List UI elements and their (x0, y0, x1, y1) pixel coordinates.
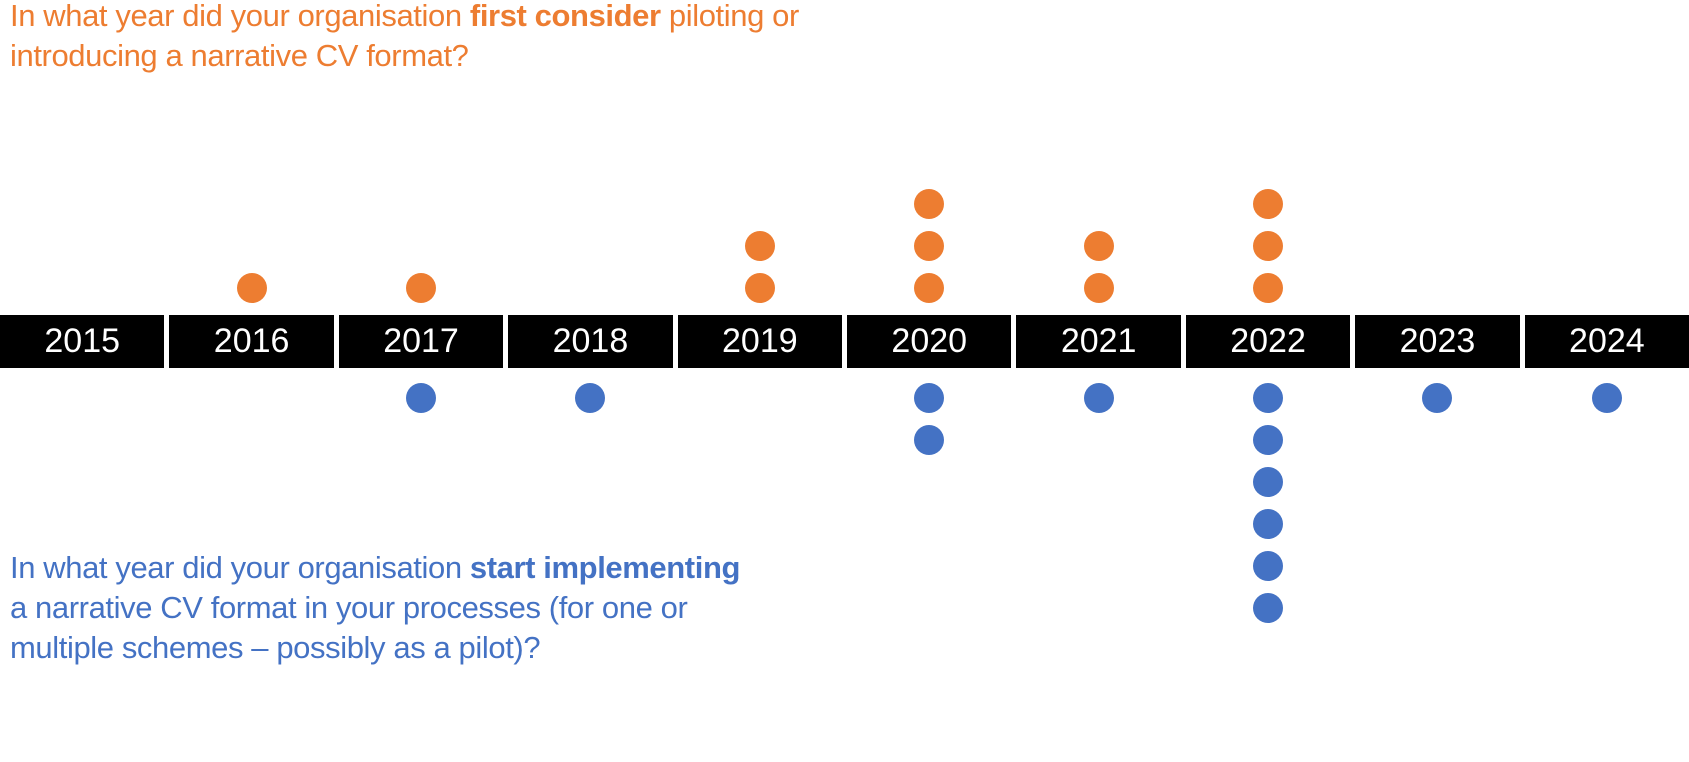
question-consider-segment: piloting or introducing a narrative CV f… (10, 0, 799, 73)
implement-dot-column-2018 (508, 368, 672, 762)
consider-dot-2019 (744, 273, 775, 303)
consider-dot-column-2022 (1186, 0, 1350, 315)
implement-dot-2022 (1253, 551, 1284, 581)
consider-dot-2021 (1083, 273, 1114, 303)
consider-dot-2020 (914, 273, 945, 303)
implement-dot-2022 (1253, 509, 1284, 539)
consider-dot-2020 (914, 189, 945, 219)
consider-dot-column-2024 (1525, 0, 1689, 315)
implement-dot-2021 (1083, 383, 1114, 413)
consider-dot-column-2017 (339, 0, 503, 315)
consider-dot-column-2020 (847, 0, 1011, 315)
consider-dot-column-2021 (1016, 0, 1180, 315)
dots-above-row (0, 0, 1689, 315)
implement-dot-column-2023 (1355, 368, 1519, 762)
year-segment-2016: 2016 (169, 315, 334, 368)
consider-dot-2022 (1253, 189, 1284, 219)
question-consider-segment: first consider (469, 0, 661, 33)
year-segment-2021: 2021 (1016, 315, 1181, 368)
consider-dot-column-2023 (1355, 0, 1519, 315)
year-segment-2017: 2017 (338, 315, 504, 368)
implement-dot-2018 (575, 383, 606, 413)
implement-dot-column-2021 (1016, 368, 1180, 762)
consider-dot-2019 (744, 231, 775, 261)
consider-dot-column-2015 (0, 0, 164, 315)
consider-dot-2022 (1253, 273, 1284, 303)
year-segment-2018: 2018 (508, 315, 673, 368)
question-start-implementing: In what year did your organisation start… (10, 548, 740, 668)
implement-dot-2017 (406, 383, 437, 413)
consider-dot-2017 (406, 273, 437, 303)
year-segment-2024: 2024 (1524, 315, 1689, 368)
question-first-consider: In what year did your organisation first… (10, 0, 810, 76)
implement-dot-2023 (1422, 383, 1453, 413)
implement-dot-column-2020 (847, 368, 1011, 762)
implement-dot-2022 (1253, 425, 1284, 455)
consider-dot-column-2019 (678, 0, 842, 315)
consider-dot-column-2018 (508, 0, 672, 315)
dots-below-row (0, 368, 1689, 762)
consider-dot-column-2016 (169, 0, 333, 315)
implement-dot-2020 (914, 383, 945, 413)
year-segment-2022: 2022 (1185, 315, 1351, 368)
consider-dot-2020 (914, 231, 945, 261)
implement-dot-column-2022 (1186, 368, 1350, 762)
implement-dot-column-2024 (1525, 368, 1689, 762)
question-implement-segment: In what year did your organisation (10, 550, 470, 585)
year-segment-2020: 2020 (847, 315, 1012, 368)
implement-dot-2022 (1253, 467, 1284, 497)
consider-dot-2016 (236, 273, 267, 303)
implement-dot-2020 (914, 425, 945, 455)
timeline-axis: 2015 2016 2017 2018 2019 2020 2021 2022 2023 2024 (0, 315, 1689, 368)
consider-dot-2021 (1083, 231, 1114, 261)
question-implement-segment: a narrative CV format in your processes … (10, 590, 688, 665)
year-segment-2023: 2023 (1355, 315, 1520, 368)
consider-dot-2022 (1253, 231, 1284, 261)
implement-dot-2024 (1591, 383, 1622, 413)
implement-dot-column-2017 (339, 368, 503, 762)
implement-dot-2022 (1253, 383, 1284, 413)
year-segment-2015: 2015 (0, 315, 165, 368)
question-implement-segment: start implementing (469, 550, 741, 585)
question-consider-segment: In what year did your organisation (10, 0, 470, 33)
implement-dot-2022 (1253, 593, 1284, 623)
year-segment-2019: 2019 (677, 315, 843, 368)
